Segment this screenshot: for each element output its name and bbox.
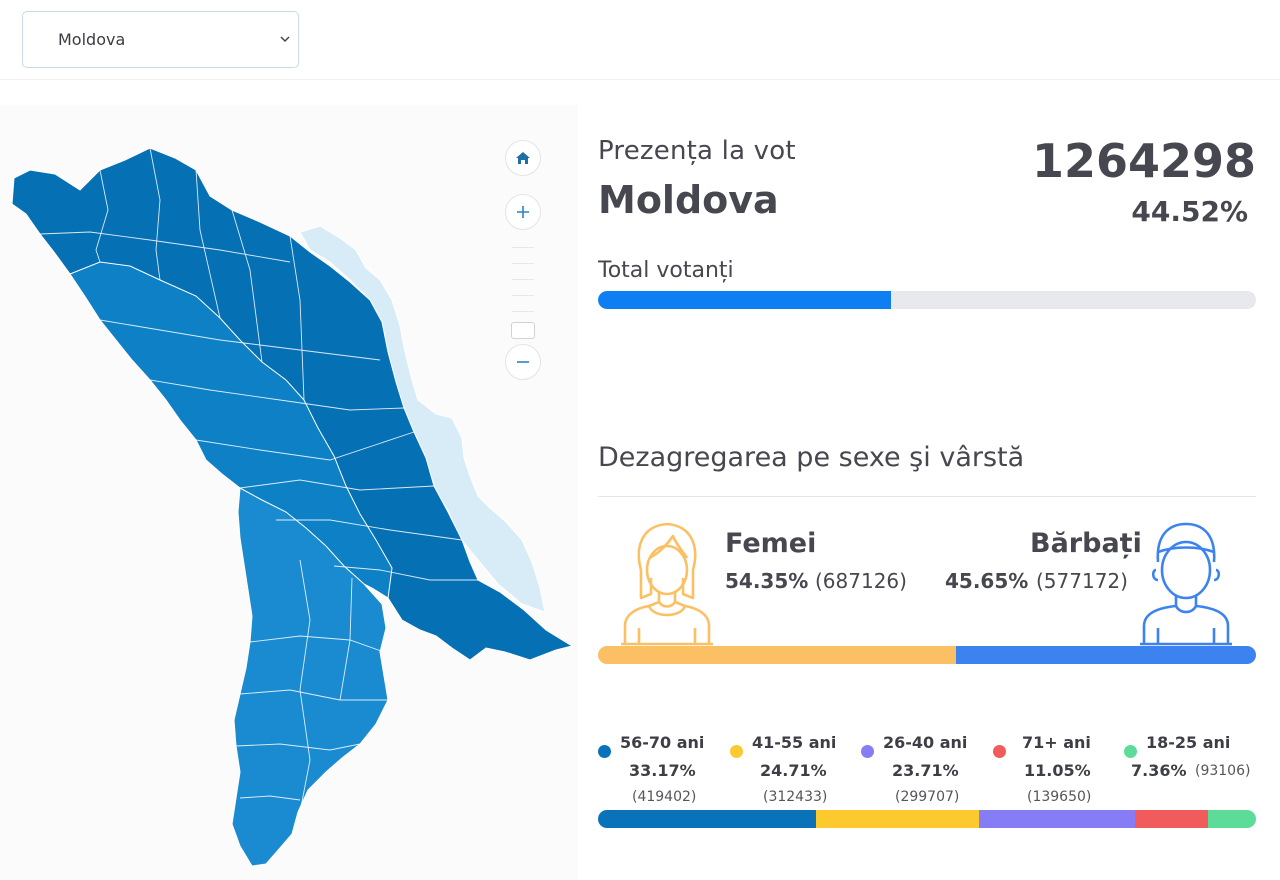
- map-zoom-out-button[interactable]: [505, 344, 541, 380]
- female-label: Femei: [725, 528, 817, 559]
- female-bar-segment: [598, 646, 956, 664]
- map-panel: [0, 105, 578, 880]
- turnout-progress-fill: [598, 291, 891, 309]
- map-district-borders: [39, 147, 478, 813]
- age-percent: 24.71%: [760, 761, 827, 780]
- top-bar: Moldova: [0, 0, 1280, 80]
- minus-icon: [517, 361, 529, 363]
- female-avatar-icon: [621, 522, 713, 646]
- age-percent: 33.17%: [629, 761, 696, 780]
- age-bar-segment-2: [978, 810, 1135, 828]
- age-count: (93106): [1195, 763, 1251, 779]
- male-bar-segment: [955, 646, 1256, 664]
- zoom-track-tick: [512, 247, 534, 248]
- region-select[interactable]: Moldova: [22, 11, 299, 68]
- zoom-track-tick: [512, 279, 534, 280]
- age-label: 41-55 ani: [752, 733, 837, 752]
- moldova-map[interactable]: [0, 105, 578, 880]
- age-bar-segment-3: [1134, 810, 1208, 828]
- age-count: (419402): [632, 789, 697, 805]
- male-percent: 45.65%: [945, 569, 1029, 593]
- age-percent: 23.71%: [892, 761, 959, 780]
- age-bar-segment-0: [598, 810, 817, 828]
- age-bar-segment-4: [1207, 810, 1256, 828]
- turnout-progress-bar: [598, 291, 1256, 309]
- zoom-slider-handle[interactable]: [511, 322, 535, 339]
- male-count: (577172): [1036, 569, 1128, 593]
- map-zoom-in-button[interactable]: [505, 194, 541, 230]
- age-count: (299707): [895, 789, 960, 805]
- age-percent: 11.05%: [1024, 761, 1091, 780]
- total-voters-count: 1264298: [1031, 134, 1256, 188]
- breakdown-title: Dezagregarea pe sexe şi vârstă: [598, 442, 1025, 473]
- age-label: 71+ ani: [1022, 733, 1091, 752]
- total-voters-label: Total votanți: [598, 258, 734, 283]
- age-count: (139650): [1027, 789, 1092, 805]
- zoom-track-tick: [512, 311, 534, 312]
- home-icon: [516, 152, 530, 164]
- age-label: 56-70 ani: [620, 733, 705, 752]
- turnout-region-title: Moldova: [598, 178, 779, 222]
- turnout-subtitle: Prezența la vot: [598, 136, 796, 166]
- age-dot-18-25: [1124, 745, 1137, 758]
- age-dot-41-55: [730, 745, 743, 758]
- turnout-percent: 44.52%: [1131, 195, 1248, 228]
- age-count: (312433): [763, 789, 828, 805]
- chevron-down-icon: [280, 36, 290, 43]
- age-dot-26-40: [861, 745, 874, 758]
- zoom-track-tick: [512, 295, 534, 296]
- age-bar-segment-1: [816, 810, 979, 828]
- age-percent: 7.36%: [1131, 761, 1187, 780]
- plus-icon: [517, 206, 529, 218]
- male-avatar-icon: [1140, 522, 1232, 646]
- age-label: 18-25 ani: [1146, 733, 1231, 752]
- age-split-bar: [598, 810, 1256, 828]
- female-percent: 54.35%: [725, 569, 809, 593]
- zoom-track-tick: [512, 263, 534, 264]
- gender-split-bar: [598, 646, 1256, 664]
- section-divider: [598, 496, 1256, 497]
- age-dot-56-70: [598, 745, 611, 758]
- region-select-value: Moldova: [58, 30, 126, 49]
- male-label: Bărbați: [1030, 528, 1142, 559]
- map-home-button[interactable]: [505, 140, 541, 176]
- age-dot-71-plus: [993, 745, 1006, 758]
- age-label: 26-40 ani: [883, 733, 968, 752]
- female-count: (687126): [815, 569, 907, 593]
